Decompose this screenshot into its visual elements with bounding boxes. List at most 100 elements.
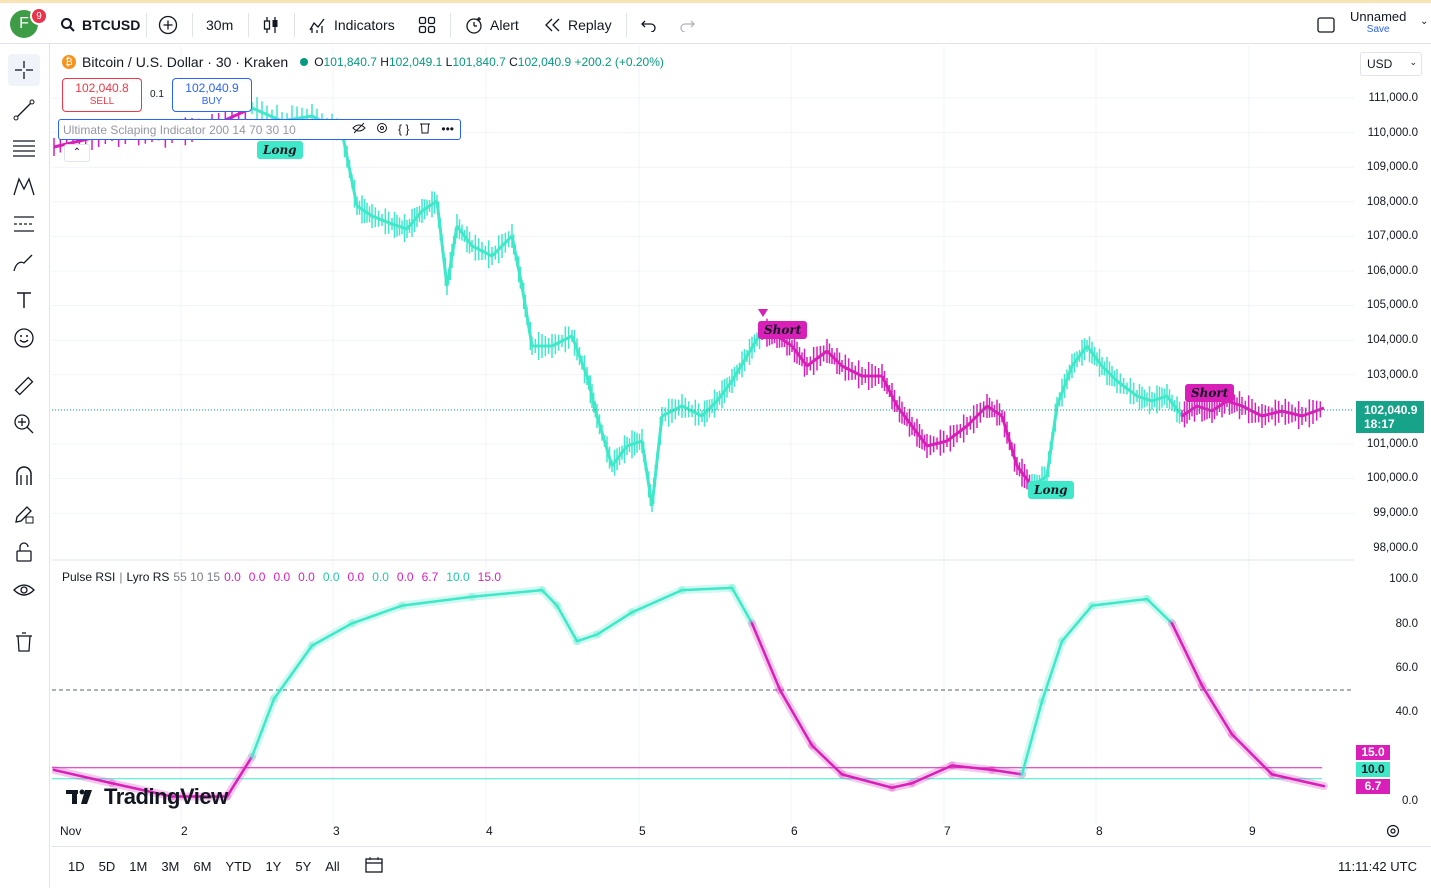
utc-clock[interactable]: 11:11:42 UTC	[1337, 859, 1417, 874]
rsi-segment	[990, 768, 1024, 776]
pattern-tool[interactable]	[8, 170, 40, 202]
low-value: 101,840.7	[452, 55, 506, 69]
indicators-icon	[309, 18, 325, 33]
chevron-up-icon: ⌃	[72, 147, 82, 158]
chart-container[interactable]: ₿ Bitcoin / U.S. Dollar · 30 · Kraken O1…	[52, 46, 1431, 888]
indicator-actions: { } •••	[352, 122, 454, 137]
brush-icon	[13, 254, 33, 272]
price-tick-label: 103,000.0	[1366, 369, 1418, 381]
symbol-search-button[interactable]: BTCUSD	[60, 12, 140, 38]
rsi-segment	[350, 604, 404, 625]
crosshair-tool[interactable]	[8, 54, 40, 86]
rsi-value: 0.0	[396, 570, 414, 584]
change-value: +200.2 (+0.20%)	[574, 55, 664, 69]
replay-button[interactable]: Replay	[544, 12, 612, 38]
range-button-1y[interactable]: 1Y	[265, 859, 282, 874]
remove-drawings-tool[interactable]	[8, 626, 40, 658]
brush-tool[interactable]	[8, 246, 40, 278]
rsi-segment	[730, 586, 754, 625]
time-tick-label: 6	[791, 824, 798, 838]
range-button-5y[interactable]: 5Y	[295, 859, 312, 874]
zoom-tool[interactable]	[8, 408, 40, 440]
rsi-value: 6.7	[421, 570, 439, 584]
collapse-legend-button[interactable]: ⌃	[64, 144, 90, 162]
alert-button[interactable]: Alert	[464, 12, 519, 38]
lock-drawings-tool[interactable]	[8, 498, 40, 530]
rsi-segment	[540, 588, 559, 607]
divider	[626, 13, 627, 37]
range-button-5d[interactable]: 5D	[98, 859, 116, 874]
range-buttons: 1D 5D 1M 3M 6M YTD 1Y 5Y All	[52, 859, 340, 874]
rsi-upper-badge: 15.0	[1356, 745, 1390, 760]
fib-tool[interactable]	[8, 132, 40, 164]
bitcoin-icon: ₿	[62, 55, 76, 69]
time-tick-label: 5	[639, 824, 646, 838]
range-button-6m[interactable]: 6M	[193, 859, 212, 874]
indicator-name: Ultimate Sclaping Indicator 200 14 70 30…	[63, 122, 296, 137]
range-button-1d[interactable]: 1D	[68, 859, 85, 874]
range-button-1m[interactable]: 1M	[129, 859, 148, 874]
buy-price: 102,040.9	[185, 81, 239, 95]
price-axis[interactable]: USD ⌄ 111,000.0 110,000.0 109,000.0 108,000.…	[1354, 46, 1431, 826]
range-button-ytd[interactable]: YTD	[225, 859, 252, 874]
text-tool[interactable]	[8, 284, 40, 316]
range-button-3m[interactable]: 3M	[161, 859, 180, 874]
hide-drawings-tool[interactable]	[8, 574, 40, 606]
compare-symbol-button[interactable]	[158, 12, 178, 38]
rsi-segment	[630, 588, 684, 614]
indicator-legend[interactable]: Ultimate Sclaping Indicator 200 14 70 30…	[58, 119, 461, 140]
open-value: 101,840.7	[323, 55, 377, 69]
templates-button[interactable]	[418, 12, 436, 38]
short-signal-label: Short	[758, 321, 808, 339]
emoji-tool[interactable]	[8, 322, 40, 354]
chart-type-button[interactable]	[262, 12, 280, 38]
layout-name-button[interactable]: Unnamed Save	[1350, 10, 1406, 36]
settings-gear-icon[interactable]	[376, 122, 388, 137]
rsi-segment	[225, 755, 254, 798]
axis-settings-gear-icon[interactable]	[1386, 824, 1400, 843]
price-tick-label: 110,000.0	[1367, 127, 1418, 139]
indicators-button[interactable]: Indicators	[308, 12, 395, 38]
interval-button[interactable]: 30m	[206, 12, 233, 38]
close-value: 102,040.9	[517, 55, 572, 69]
currency-select[interactable]: USD ⌄	[1360, 52, 1422, 76]
forecast-tool[interactable]	[8, 208, 40, 240]
more-icon[interactable]: •••	[441, 122, 454, 136]
trend-line-tool[interactable]	[8, 94, 40, 126]
date-range-calendar-icon[interactable]	[364, 856, 384, 877]
rsi-segment	[310, 622, 354, 647]
redo-button[interactable]	[678, 12, 696, 38]
layout-toggle-button[interactable]	[1316, 12, 1336, 38]
open-label: O	[314, 55, 324, 69]
symbol-title[interactable]: Bitcoin / U.S. Dollar · 30 · Kraken	[82, 54, 289, 70]
delete-icon[interactable]	[419, 122, 431, 137]
tradingview-logo[interactable]: TradingView	[66, 784, 228, 810]
buy-button[interactable]: 102,040.9 BUY	[172, 78, 252, 112]
rsi-sub: Lyro RS	[126, 570, 170, 584]
layout-name: Unnamed	[1350, 9, 1407, 24]
rsi-tick-label: 100.0	[1389, 573, 1418, 585]
range-button-all[interactable]: All	[325, 859, 340, 874]
chevron-down-icon[interactable]: ⌄	[1420, 16, 1429, 27]
sell-button[interactable]: 102,040.8 SELL	[62, 78, 142, 112]
time-axis[interactable]: Nov 2 3 4 5 6 7 8 9	[52, 824, 1354, 844]
rsi-segment	[1200, 684, 1234, 736]
divider	[450, 13, 451, 37]
save-link[interactable]: Save	[1366, 24, 1390, 35]
rsi-legend[interactable]: Pulse RSI | Lyro RS 55 10 15 0.0 0.0 0.0 0.…	[62, 570, 509, 584]
rsi-segment	[890, 781, 914, 789]
chart-canvas[interactable]	[52, 46, 1354, 826]
top-toolbar: F 9 BTCUSD 30m Indicators Alert Replay U…	[0, 0, 1431, 44]
measure-tool[interactable]	[8, 370, 40, 402]
magnet-tool[interactable]	[8, 460, 40, 492]
undo-button[interactable]	[640, 12, 658, 38]
lock-all-tool[interactable]	[8, 536, 40, 568]
source-code-icon[interactable]: { }	[398, 122, 410, 136]
rsi-segment	[575, 633, 599, 643]
rsi-name: Pulse RSI	[62, 570, 116, 584]
rsi-segment	[950, 764, 994, 772]
short-signal-label-2: Short	[1185, 384, 1235, 402]
divider	[248, 13, 249, 37]
hide-eye-icon[interactable]	[352, 122, 366, 137]
price-tick-label: 101,000.0	[1366, 438, 1418, 450]
